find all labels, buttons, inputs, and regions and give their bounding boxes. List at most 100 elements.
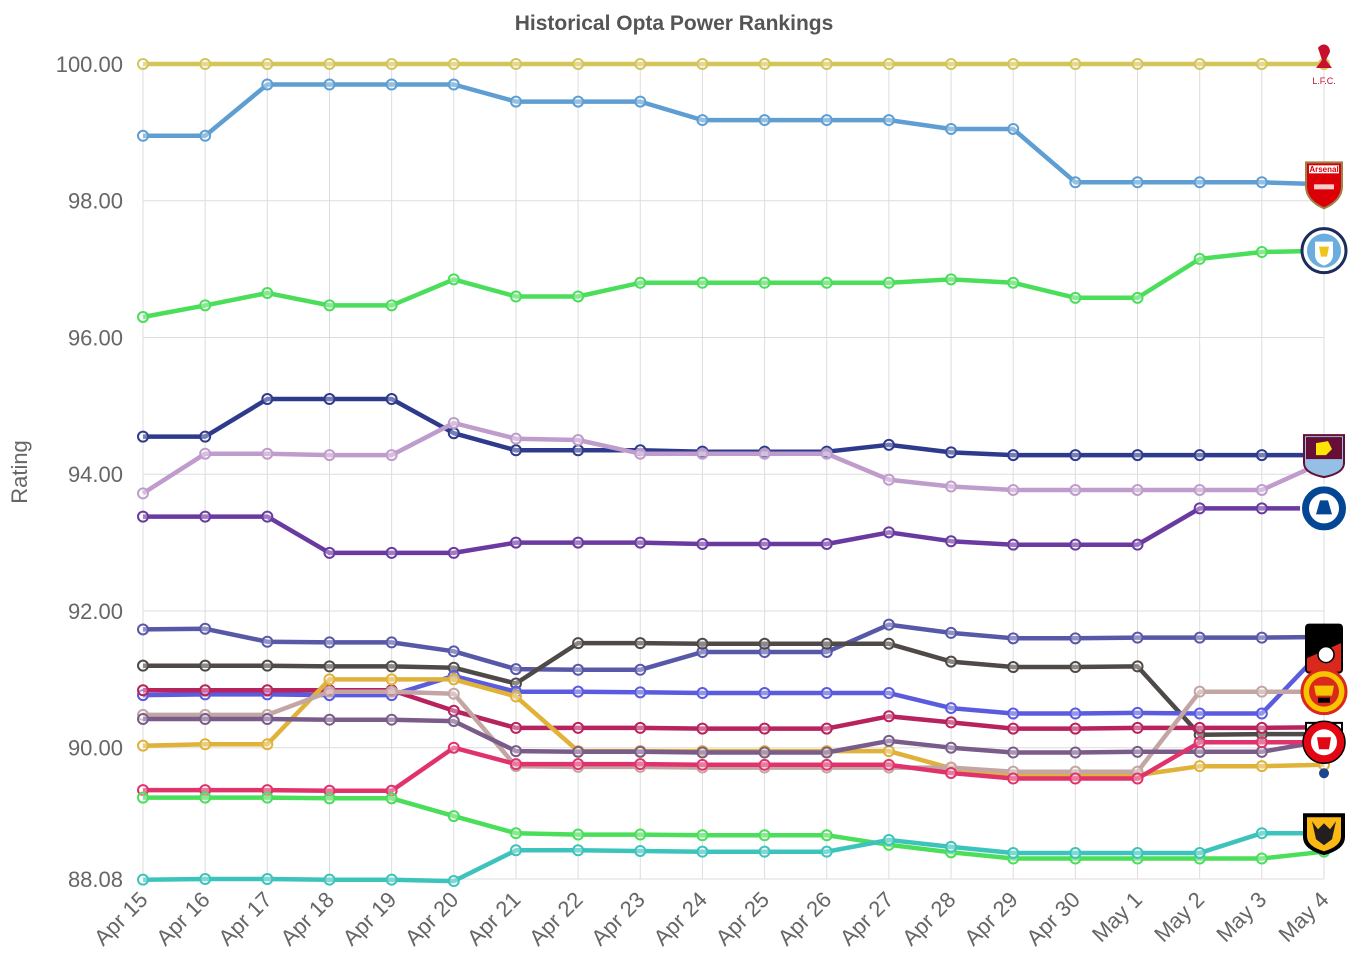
data-point[interactable] [137,713,149,726]
data-point[interactable] [261,393,274,406]
data-point[interactable] [820,829,833,842]
data-point[interactable] [696,746,709,759]
data-point[interactable] [634,663,647,676]
data-point[interactable] [1255,852,1268,865]
data-point[interactable] [634,758,647,771]
data-point[interactable] [572,444,585,457]
data-point[interactable] [634,844,647,857]
data-point[interactable] [261,738,274,751]
data-point[interactable] [261,635,274,648]
data-point[interactable] [137,510,149,523]
data-point[interactable] [945,446,958,459]
data-point[interactable] [509,432,522,445]
data-point[interactable] [696,58,709,70]
data-point[interactable] [1193,707,1206,720]
data-point[interactable] [634,95,647,108]
data-point[interactable] [447,741,460,754]
data-point[interactable] [1131,631,1144,644]
data-point[interactable] [509,95,522,108]
data-point[interactable] [199,129,212,142]
data-point[interactable] [820,845,833,858]
data-point[interactable] [1007,538,1020,551]
data-point[interactable] [509,663,522,676]
data-point[interactable] [758,646,771,659]
data-point[interactable] [199,510,212,523]
data-point[interactable] [199,299,212,312]
data-point[interactable] [1069,847,1082,860]
data-point[interactable] [1193,736,1206,749]
data-point[interactable] [1069,707,1082,720]
data-point[interactable] [447,810,460,823]
data-point[interactable] [199,430,212,443]
data-point[interactable] [1069,483,1082,496]
data-point[interactable] [199,447,212,460]
data-point[interactable] [1193,176,1206,189]
data-point[interactable] [447,645,460,658]
data-point[interactable] [385,792,398,805]
data-point[interactable] [820,114,833,127]
data-point[interactable] [1193,449,1206,462]
data-point[interactable] [199,873,212,885]
data-point[interactable] [758,637,771,650]
data-point[interactable] [261,659,274,672]
data-point[interactable] [323,78,336,91]
data-point[interactable] [1069,772,1082,785]
data-point[interactable] [945,122,958,135]
data-point[interactable] [882,745,895,758]
data-point[interactable] [323,873,336,886]
data-point[interactable] [509,721,522,734]
data-point[interactable] [696,845,709,858]
data-point[interactable] [1255,631,1268,644]
data-point[interactable] [1069,722,1082,735]
data-point[interactable] [634,686,647,699]
data-point[interactable] [323,713,336,726]
data-point[interactable] [820,637,833,650]
data-point[interactable] [758,758,771,771]
data-point[interactable] [1255,745,1268,758]
data-point[interactable] [1007,122,1020,135]
data-point[interactable] [1131,483,1144,496]
data-point[interactable] [385,636,398,649]
data-point[interactable] [820,722,833,735]
data-point[interactable] [634,637,647,650]
data-point[interactable] [820,746,833,759]
data-point[interactable] [323,546,336,559]
data-point[interactable] [509,58,522,70]
data-point[interactable] [199,58,212,70]
data-point[interactable] [882,473,895,486]
data-point[interactable] [261,713,274,726]
data-point[interactable] [634,276,647,289]
data-point[interactable] [447,546,460,559]
data-point[interactable] [1193,631,1206,644]
data-point[interactable] [1007,449,1020,462]
data-point[interactable] [447,427,460,440]
data-point[interactable] [509,290,522,303]
data-point[interactable] [758,687,771,700]
data-point[interactable] [1255,58,1268,70]
data-point[interactable] [261,684,274,697]
data-point[interactable] [1007,722,1020,735]
data-point[interactable] [820,447,833,460]
data-point[interactable] [1255,246,1268,259]
data-point[interactable] [385,449,398,462]
data-point[interactable] [1255,176,1268,189]
data-point[interactable] [1193,847,1206,860]
data-point[interactable] [634,828,647,841]
data-point[interactable] [1131,706,1144,719]
data-point[interactable] [882,834,895,847]
data-point[interactable] [447,416,460,429]
data-point[interactable] [945,273,958,286]
data-point[interactable] [323,449,336,462]
data-point[interactable] [758,58,771,70]
data-point[interactable] [1069,291,1082,304]
data-point[interactable] [447,673,460,686]
data-point[interactable] [882,438,895,451]
data-point[interactable] [758,722,771,735]
data-point[interactable] [447,78,460,91]
data-point[interactable] [1131,772,1144,785]
data-point[interactable] [820,758,833,771]
data-point[interactable] [509,745,522,758]
data-point[interactable] [696,276,709,289]
data-point[interactable] [820,276,833,289]
data-point[interactable] [385,873,398,886]
